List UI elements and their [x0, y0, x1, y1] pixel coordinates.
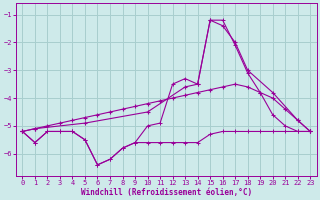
X-axis label: Windchill (Refroidissement éolien,°C): Windchill (Refroidissement éolien,°C) — [81, 188, 252, 197]
